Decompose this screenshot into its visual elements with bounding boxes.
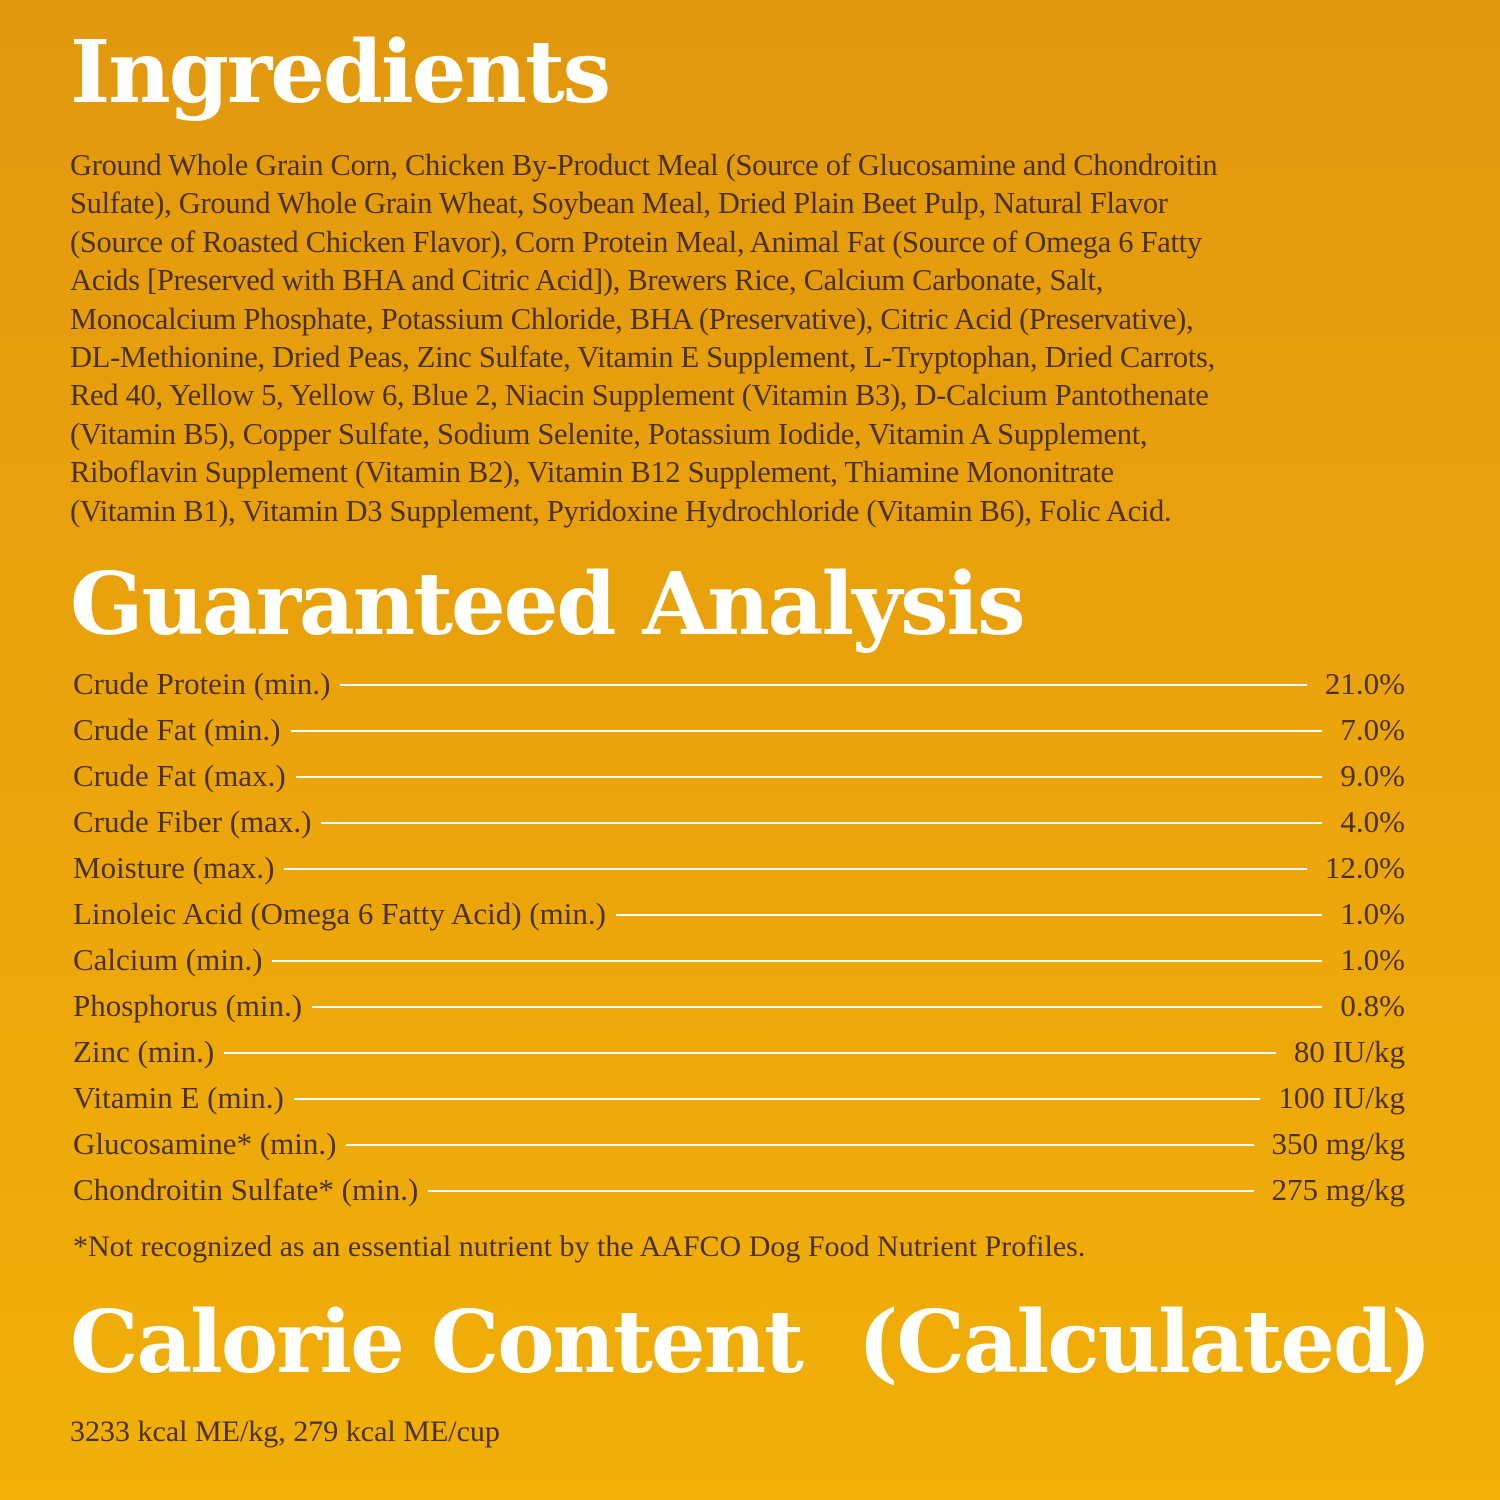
analysis-value: 350 mg/kg <box>1271 1126 1405 1161</box>
calorie-content-value: 3233 kcal ME/kg, 279 kcal ME/cup <box>70 1415 500 1448</box>
analysis-row: Crude Fiber (max.) 4.0% <box>73 804 1405 850</box>
ingredients-heading: Ingredients <box>70 22 611 123</box>
leader-line <box>272 960 1323 962</box>
ingredients-line: Monocalcium Phosphate, Potassium Chlorid… <box>70 301 1194 336</box>
analysis-label: Glucosamine* (min.) <box>73 1126 337 1161</box>
analysis-footnote: *Not recognized as an essential nutrient… <box>73 1230 1086 1263</box>
leader-line <box>615 914 1323 916</box>
analysis-label: Zinc (min.) <box>73 1034 215 1069</box>
analysis-row: Crude Fat (max.) 9.0% <box>73 758 1405 804</box>
analysis-row: Phosphorus (min.) 0.8% <box>73 988 1405 1034</box>
leader-line <box>293 1098 1261 1100</box>
analysis-row: Vitamin E (min.) 100 IU/kg <box>73 1080 1405 1126</box>
ingredients-line: Acids [Preserved with BHA and Citric Aci… <box>70 263 1104 298</box>
analysis-row: Linoleic Acid (Omega 6 Fatty Acid) (min.… <box>73 896 1405 942</box>
ingredients-line: Ground Whole Grain Corn, Chicken By-Prod… <box>70 148 1218 182</box>
ingredients-line: DL-Methionine, Dried Peas, Zinc Sulfate,… <box>70 340 1215 375</box>
analysis-value: 9.0% <box>1340 758 1405 793</box>
ingredients-line: (Vitamin B1), Vitamin D3 Supplement, Pyr… <box>70 493 1172 528</box>
leader-line <box>428 1190 1254 1192</box>
analysis-row: Crude Fat (min.) 7.0% <box>73 712 1405 758</box>
analysis-value: 80 IU/kg <box>1293 1034 1405 1069</box>
leader-line <box>290 730 1323 732</box>
analysis-value: 1.0% <box>1340 942 1405 977</box>
analysis-value: 275 mg/kg <box>1271 1172 1405 1207</box>
guaranteed-analysis-heading: Guaranteed Analysis <box>70 554 1026 655</box>
analysis-row: Chondroitin Sulfate* (min.) 275 mg/kg <box>73 1172 1405 1218</box>
ingredients-list: Ground Whole Grain Corn, Chicken By-Prod… <box>70 146 1218 530</box>
ingredients-line: Sulfate), Ground Whole Grain Wheat, Soyb… <box>70 186 1168 221</box>
analysis-table: Crude Protein (min.) 21.0% Crude Fat (min.… <box>73 666 1405 1218</box>
analysis-label: Phosphorus (min.) <box>73 988 303 1023</box>
leader-line <box>346 1144 1254 1146</box>
leader-line <box>284 868 1307 870</box>
ingredients-line: Riboflavin Supplement (Vitamin B2), Vita… <box>70 455 1114 490</box>
analysis-row: Zinc (min.) 80 IU/kg <box>73 1034 1405 1080</box>
analysis-label: Crude Fat (min.) <box>73 712 281 747</box>
analysis-row: Glucosamine* (min.) 350 mg/kg <box>73 1126 1405 1172</box>
leader-line <box>312 1006 1323 1008</box>
leader-line <box>295 776 1323 778</box>
analysis-label: Vitamin E (min.) <box>73 1080 284 1115</box>
leader-line <box>340 684 1307 686</box>
analysis-label: Linoleic Acid (Omega 6 Fatty Acid) (min.… <box>73 896 606 931</box>
analysis-row: Moisture (max.) 12.0% <box>73 850 1405 896</box>
analysis-value: 12.0% <box>1324 850 1405 885</box>
analysis-label: Crude Fat (max.) <box>73 758 286 793</box>
ingredients-line: (Source of Roasted Chicken Flavor), Corn… <box>70 224 1202 259</box>
analysis-row: Crude Protein (min.) 21.0% <box>73 666 1405 712</box>
analysis-value: 7.0% <box>1340 712 1405 747</box>
analysis-value: 100 IU/kg <box>1278 1080 1405 1115</box>
analysis-value: 4.0% <box>1340 804 1405 839</box>
analysis-label: Calcium (min.) <box>73 942 263 977</box>
analysis-value: 21.0% <box>1324 666 1405 701</box>
analysis-label: Crude Protein (min.) <box>73 666 331 701</box>
analysis-value: 0.8% <box>1340 988 1405 1023</box>
ingredients-line: (Vitamin B5), Copper Sulfate, Sodium Sel… <box>70 416 1148 451</box>
analysis-label: Moisture (max.) <box>73 850 275 885</box>
leader-line <box>224 1052 1276 1054</box>
analysis-value: 1.0% <box>1340 896 1405 931</box>
analysis-label: Chondroitin Sulfate* (min.) <box>73 1172 419 1207</box>
calorie-content-heading: Calorie Content (Calculated) <box>70 1292 1432 1393</box>
analysis-label: Crude Fiber (max.) <box>73 804 312 839</box>
ingredients-line: Red 40, Yellow 5, Yellow 6, Blue 2, Niac… <box>70 378 1209 413</box>
leader-line <box>321 822 1323 824</box>
analysis-row: Calcium (min.) 1.0% <box>73 942 1405 988</box>
